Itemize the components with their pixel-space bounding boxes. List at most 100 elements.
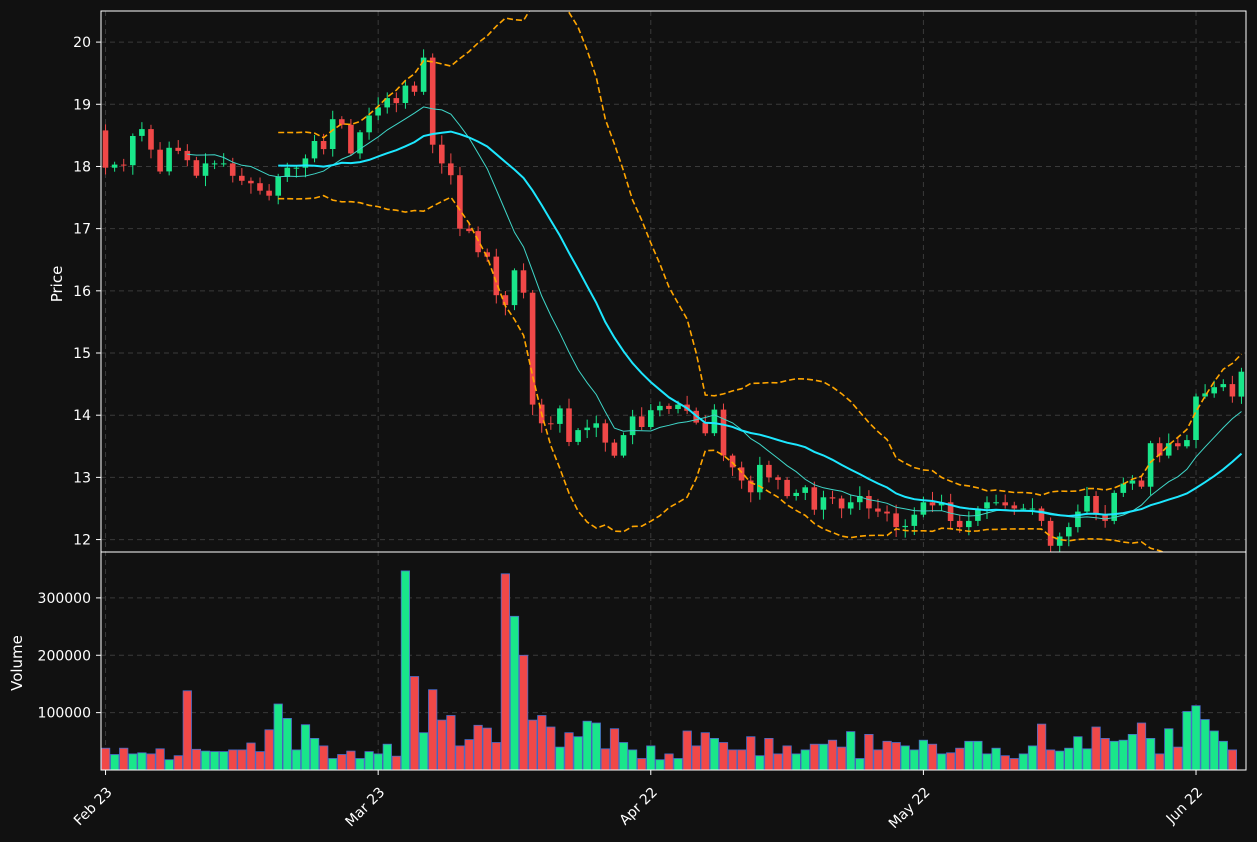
volume-bar — [346, 750, 356, 770]
candle-down — [1002, 502, 1008, 506]
candle-down — [811, 487, 818, 510]
candle-down — [829, 497, 836, 499]
volume-bar — [409, 676, 420, 770]
candle-down — [1138, 480, 1145, 487]
volume-bar — [855, 758, 865, 770]
candle-up — [1147, 443, 1154, 487]
volume-bar — [1082, 748, 1092, 770]
candle-down — [339, 119, 345, 125]
volume-bar — [473, 724, 483, 770]
volume-bar — [1037, 723, 1047, 770]
candle-down — [1011, 505, 1018, 509]
candle-up — [975, 508, 981, 521]
volume-bar — [1209, 730, 1219, 770]
volume-bar — [955, 747, 965, 770]
volume-bar — [1182, 711, 1192, 770]
candle-up — [202, 163, 209, 176]
candle-up — [629, 416, 636, 436]
candle-up — [1120, 483, 1127, 493]
candle-down — [875, 508, 881, 512]
candle-down — [766, 464, 772, 478]
price-tick-label: 18 — [73, 159, 91, 175]
candle-up — [284, 167, 291, 177]
candle-down — [393, 98, 400, 104]
candle-up — [366, 115, 372, 133]
volume-bar — [1000, 755, 1010, 770]
candle-down — [929, 502, 936, 506]
candle-down — [1093, 496, 1099, 515]
candle-up — [984, 502, 990, 509]
candle-up — [302, 158, 309, 168]
volume-bar — [1173, 746, 1183, 770]
candle-up — [820, 497, 827, 510]
candle-up — [857, 496, 863, 503]
volume-bar — [155, 748, 165, 770]
volume-bar — [800, 749, 810, 770]
volume-bar — [773, 753, 783, 770]
volume-bar — [673, 758, 683, 770]
volume-bar — [382, 743, 392, 770]
volume-bar — [1218, 740, 1228, 770]
grid-layer — [101, 11, 1246, 770]
candle-up — [420, 57, 427, 92]
candle-up — [1193, 396, 1199, 440]
volume-bar — [137, 752, 147, 770]
candle-up — [847, 502, 854, 509]
volume-bar — [1027, 745, 1038, 770]
volume-bar — [228, 749, 238, 770]
volume-bar — [237, 749, 247, 770]
volume-bar — [591, 722, 601, 770]
candle-down — [493, 256, 500, 296]
candle-down — [884, 511, 890, 514]
volume-bar — [246, 742, 256, 770]
candle-up — [966, 520, 972, 528]
candle-up — [1084, 496, 1090, 512]
volume-bar — [500, 573, 511, 770]
candle-down — [1175, 443, 1181, 447]
price-axis-title: Price — [48, 266, 66, 303]
volume-bar — [582, 720, 592, 770]
candle-down — [548, 423, 554, 425]
candle-down — [1229, 384, 1236, 397]
candle-down — [838, 498, 845, 509]
candle-up — [220, 163, 227, 165]
volume-panel-frame — [100, 551, 1247, 771]
candle-down — [266, 190, 272, 196]
price-tick-label: 16 — [73, 284, 91, 300]
volume-bar — [173, 755, 183, 770]
candle-up — [357, 132, 363, 154]
candle-down — [248, 180, 254, 184]
volume-bar — [937, 753, 947, 770]
volume-bar — [1018, 753, 1029, 770]
volume-bar — [509, 615, 520, 770]
candle-down — [484, 252, 490, 257]
volume-bar — [1073, 736, 1083, 770]
candle-down — [747, 480, 754, 493]
volume-bar — [328, 758, 338, 770]
candle-up — [648, 410, 654, 427]
volume-bar — [291, 749, 302, 770]
candle-up — [1202, 393, 1208, 397]
volume-bar — [991, 747, 1001, 770]
candle-up — [1129, 480, 1136, 484]
volume-bar — [128, 753, 138, 770]
candle-up — [1238, 371, 1245, 397]
candle-up — [139, 129, 145, 136]
candle-down — [502, 295, 509, 306]
candle-up — [1211, 387, 1217, 394]
candle-up — [166, 147, 172, 172]
volume-bar — [628, 749, 638, 770]
volume-bar — [827, 739, 838, 770]
candle-up — [275, 177, 281, 196]
volume-bar — [119, 747, 129, 770]
candle-up — [111, 164, 118, 168]
volume-bar — [1091, 726, 1101, 770]
volume-bar — [418, 732, 429, 770]
candle-up — [211, 163, 218, 165]
candle-down — [457, 175, 463, 229]
volume-bar — [918, 739, 929, 770]
volume-bar — [818, 743, 829, 770]
volume-bar — [1200, 719, 1210, 770]
candle-up — [557, 408, 563, 424]
